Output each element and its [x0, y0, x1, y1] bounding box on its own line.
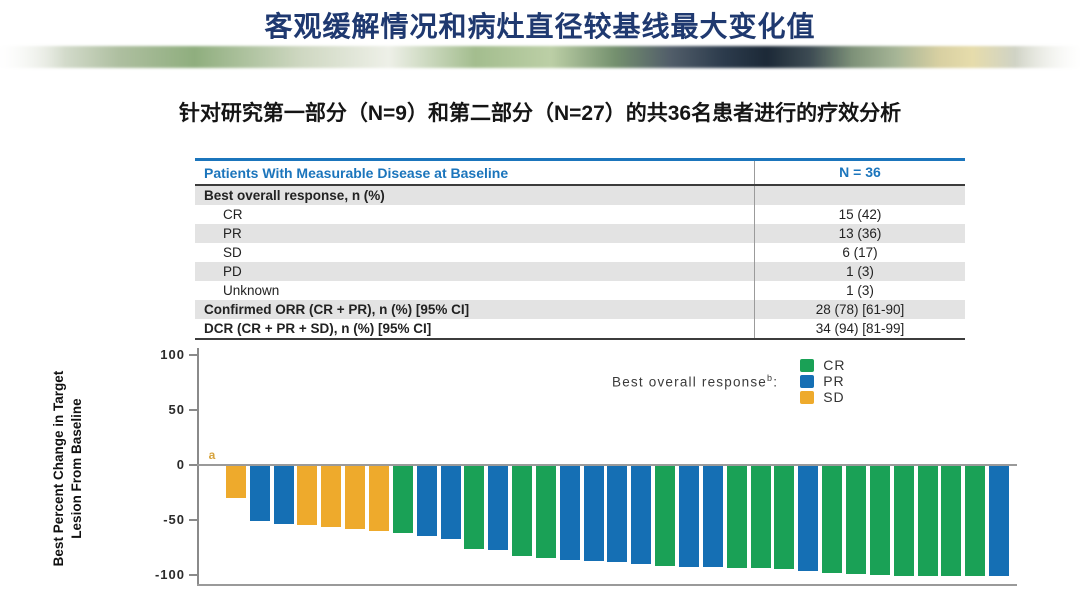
bar-pr	[440, 466, 461, 539]
y-tick-label: 0	[176, 457, 185, 472]
y-tick-mark	[189, 519, 197, 521]
table-row: DCR (CR + PR + SD), n (%) [95% CI] 34 (94…	[195, 319, 965, 340]
bar-pr	[488, 466, 509, 550]
row-label: SD	[223, 245, 242, 260]
legend-item-cr: CR	[800, 357, 845, 373]
zero-baseline	[197, 464, 1017, 466]
bar-cr	[655, 466, 676, 567]
bar-pr	[989, 466, 1010, 576]
chart-legend: Best overall responseb: CR PR SD	[612, 357, 845, 405]
y-tick-mark	[189, 574, 197, 576]
legend-label: CR	[823, 357, 846, 373]
table-row: PD 1 (3)	[195, 262, 965, 281]
table-row: SD 6 (17)	[195, 243, 965, 262]
bar-cr	[893, 466, 914, 576]
bar-cr	[750, 466, 771, 569]
bar-sd	[225, 466, 246, 498]
table-header-row: Patients With Measurable Disease at Base…	[195, 161, 965, 186]
bar-pr	[798, 466, 819, 571]
table-body: Best overall response, n (%) CR 15 (42) PR 1…	[195, 186, 965, 340]
row-label: PD	[223, 264, 242, 279]
row-value: 34 (94) [81-99]	[754, 319, 965, 338]
table-header-label: Patients With Measurable Disease at Base…	[204, 164, 509, 181]
row-value: 6 (17)	[754, 243, 965, 262]
bar-sd	[368, 466, 389, 531]
row-value: 1 (3)	[754, 281, 965, 300]
y-tick-mark	[189, 409, 197, 411]
table-row: PR 13 (36)	[195, 224, 965, 243]
bar-cr	[535, 466, 556, 559]
bar-pr	[702, 466, 723, 568]
y-tick-mark	[189, 354, 197, 356]
y-tick-mark	[189, 464, 197, 466]
bar-pr	[583, 466, 604, 561]
row-label: Unknown	[223, 283, 280, 298]
bar-pr	[631, 466, 652, 564]
legend-label: PR	[823, 373, 845, 389]
bar-pr	[416, 466, 437, 537]
row-label: Best overall response, n (%)	[204, 188, 385, 203]
y-tick-label: 100	[160, 347, 185, 362]
table-row: Unknown 1 (3)	[195, 281, 965, 300]
legend-title: Best overall responseb:	[612, 372, 779, 390]
legend-superscript: b	[767, 372, 774, 383]
bar-sd	[297, 466, 318, 526]
table-row: Confirmed ORR (CR + PR), n (%) [95% CI] 2…	[195, 300, 965, 319]
y-axis-label-text: Best Percent Change in Target Lesion Fro…	[51, 370, 85, 567]
banner-fade-overlay	[0, 44, 1080, 70]
row-value: 28 (78) [61-90]	[754, 300, 965, 319]
bar-cr	[464, 466, 485, 549]
row-label: CR	[223, 207, 243, 222]
bar-cr	[845, 466, 866, 574]
bar-cr	[917, 466, 938, 576]
page-title: 客观缓解情况和病灶直径较基线最大变化值	[264, 11, 816, 42]
bar-sd	[321, 466, 342, 527]
row-value	[754, 186, 965, 205]
y-axis-line	[197, 348, 199, 585]
bar-cr	[392, 466, 413, 534]
legend-swatch-sd	[800, 390, 815, 404]
bar-cr	[512, 466, 533, 557]
row-value: 13 (36)	[754, 224, 965, 243]
legend-item-pr: PR	[800, 373, 845, 389]
y-tick-label: -100	[154, 567, 185, 582]
bar-pr	[679, 466, 699, 568]
bar-sd	[345, 466, 366, 529]
bar-cr	[869, 466, 890, 575]
table-row: Best overall response, n (%)	[195, 186, 965, 205]
y-tick-label: 50	[168, 402, 185, 417]
bar-cr	[726, 466, 747, 569]
bar-pr	[273, 466, 294, 525]
table-header-value: N = 36	[754, 161, 965, 184]
bar-cr	[822, 466, 843, 573]
legend-item-sd: SD	[800, 389, 845, 405]
legend-label: SD	[823, 389, 845, 405]
bar-cr	[774, 466, 795, 570]
legend-items: CR PR SD	[778, 357, 845, 405]
row-label: DCR (CR + PR + SD), n (%) [95% CI]	[204, 321, 432, 336]
subtitle: 针对研究第一部分（N=9）和第二部分（N=27）的共36名患者进行的疗效分析	[178, 102, 902, 125]
y-tick-label: -50	[163, 512, 185, 527]
row-value: 1 (3)	[754, 262, 965, 281]
row-label: Confirmed ORR (CR + PR), n (%) [95% CI]	[204, 302, 470, 317]
waterfall-chart: Best Percent Change in Target Lesion Fro…	[0, 340, 1080, 597]
bar-pr	[249, 466, 270, 521]
row-value: 15 (42)	[754, 205, 965, 224]
y-axis-label: Best Percent Change in Target Lesion Fro…	[46, 340, 90, 597]
bar-pr	[607, 466, 628, 562]
legend-swatch-pr	[800, 374, 815, 388]
row-label: PR	[223, 226, 242, 241]
x-axis-line	[197, 584, 1017, 586]
bar-cr	[965, 466, 986, 576]
bar-pr	[559, 466, 580, 560]
results-table: Patients With Measurable Disease at Base…	[195, 158, 965, 340]
bar-cr	[941, 466, 962, 576]
legend-swatch-cr	[800, 358, 815, 372]
footnote-a-marker: a	[208, 448, 216, 462]
table-row: CR 15 (42)	[195, 205, 965, 224]
